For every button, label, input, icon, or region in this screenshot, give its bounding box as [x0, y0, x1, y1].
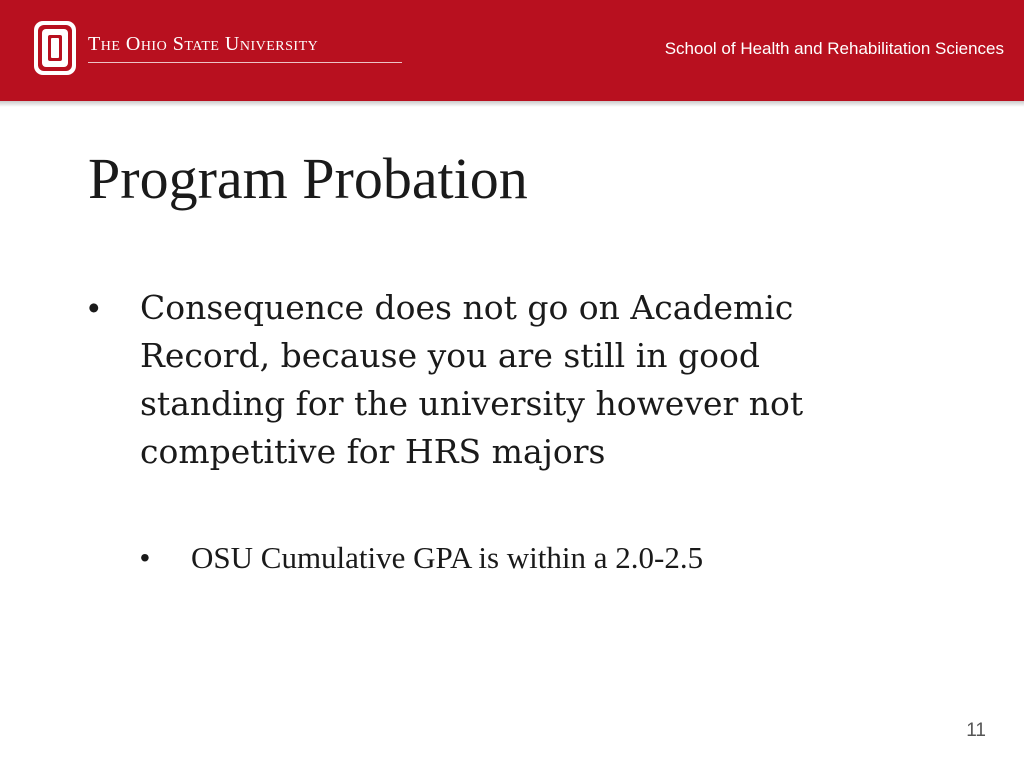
sub-bullet-marker: •: [140, 542, 150, 573]
bullet-marker: •: [88, 289, 100, 326]
school-name: School of Health and Rehabilitation Scie…: [664, 39, 1004, 58]
bullet-item-1: Consequence does not go on Academic Reco…: [140, 288, 804, 471]
university-name: The Ohio State University: [88, 33, 319, 55]
header-shadow: [0, 101, 1024, 107]
page-number: 11: [966, 720, 986, 741]
slide-title: Program Probation: [88, 146, 528, 211]
block-o-logo-icon: [34, 21, 76, 75]
header-bar: The Ohio State University School of Heal…: [0, 0, 1024, 101]
sub-bullet-item-1: OSU Cumulative GPA is within a 2.0-2.5: [191, 540, 704, 575]
university-name-underline: [88, 62, 402, 63]
